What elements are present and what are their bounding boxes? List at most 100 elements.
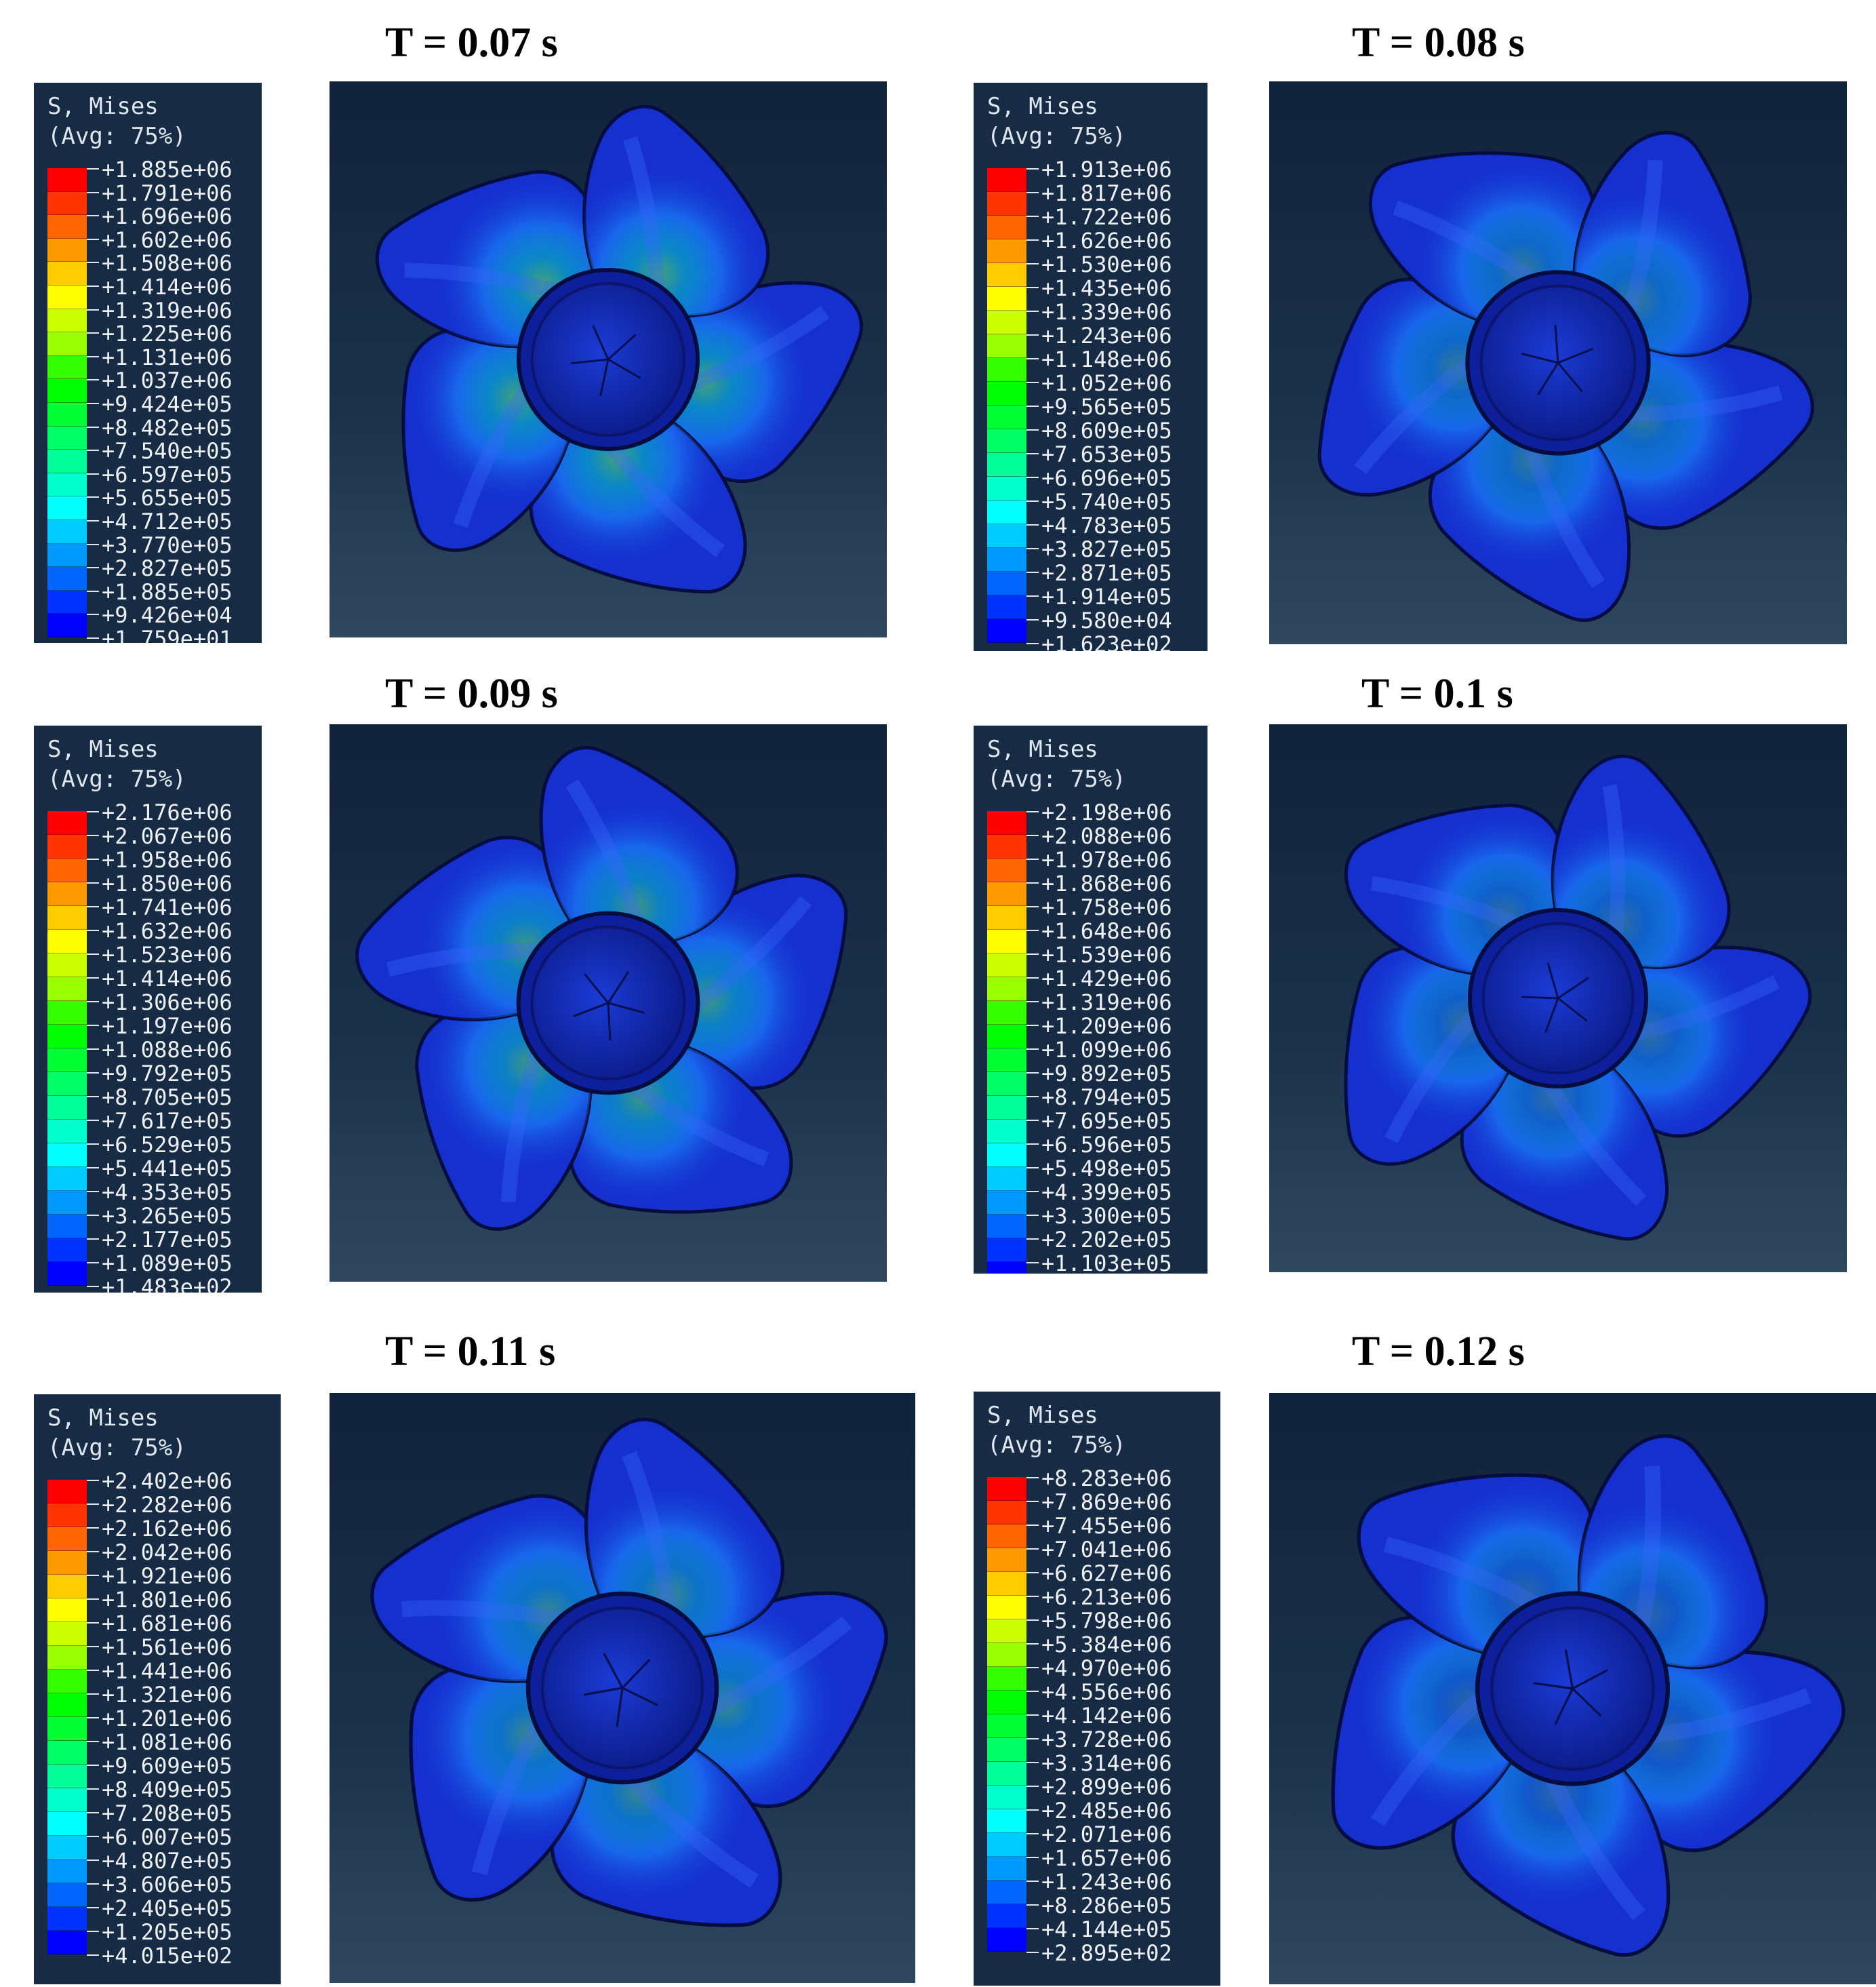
legend-color-band xyxy=(987,263,1026,287)
legend-tick xyxy=(87,1575,99,1576)
propeller xyxy=(1331,1434,1845,1957)
legend-value: +1.435e+06 xyxy=(1041,275,1172,301)
blade-contour-band xyxy=(401,1600,573,1630)
legend-value: +1.801e+06 xyxy=(102,1587,233,1613)
legend-title: S, Mises xyxy=(47,736,159,763)
legend-color-band xyxy=(987,1572,1026,1596)
legend-color-band xyxy=(987,1096,1026,1120)
legend-tick xyxy=(1026,1881,1039,1882)
legend-tick xyxy=(87,1527,99,1529)
legend-value: +1.225e+06 xyxy=(102,321,233,347)
legend-color-band xyxy=(987,977,1026,1001)
legend-tick xyxy=(87,1503,99,1505)
legend-tick xyxy=(87,1025,99,1026)
legend-tick xyxy=(87,906,99,907)
legend-color-band xyxy=(987,1120,1026,1143)
legend-color-band xyxy=(987,1238,1026,1262)
legend-tick xyxy=(1026,1738,1039,1739)
legend-value: +8.283e+06 xyxy=(1041,1465,1172,1491)
legend-value: +4.712e+05 xyxy=(102,509,233,534)
blade-stress-contour xyxy=(1610,947,1810,1137)
legend-color-band xyxy=(47,238,87,262)
frame-title: T = 0.1 s xyxy=(1361,671,1513,717)
legend-color-band xyxy=(987,1643,1026,1667)
legend-color-band xyxy=(987,882,1026,906)
hub-slot xyxy=(607,1002,645,1014)
legend-color-band xyxy=(987,1619,1026,1643)
propeller-stress-plot xyxy=(1269,724,1847,1272)
legend-tick xyxy=(87,1191,99,1192)
blade-contour-band xyxy=(599,434,725,557)
legend-value: +1.914e+05 xyxy=(1041,584,1172,610)
legend-value: +3.265e+05 xyxy=(102,1203,233,1229)
legend-value: +1.321e+06 xyxy=(102,1682,233,1708)
legend-value: +8.409e+05 xyxy=(102,1777,233,1803)
blade-contour-band xyxy=(1602,784,1625,945)
legend-value: +3.300e+05 xyxy=(1041,1203,1172,1229)
legend-tick xyxy=(1026,859,1039,860)
legend-tick xyxy=(87,1931,99,1932)
legend-tick xyxy=(1026,334,1039,336)
legend-value: +7.617e+05 xyxy=(102,1108,233,1134)
legend-color-band xyxy=(47,1860,87,1883)
legend-tick xyxy=(1026,1548,1039,1550)
hub-slot xyxy=(1537,362,1559,396)
legend-value: +1.561e+06 xyxy=(102,1634,233,1660)
propeller-render xyxy=(355,746,848,1231)
legend-tick xyxy=(87,1788,99,1790)
hub-slot xyxy=(621,1659,651,1689)
legend-color-band xyxy=(987,1548,1026,1572)
legend-value: +9.424e+05 xyxy=(102,391,233,417)
legend-tick xyxy=(1026,239,1039,241)
legend-color-band xyxy=(987,453,1026,477)
legend-color-band xyxy=(47,285,87,309)
legend-color-band xyxy=(47,1191,87,1215)
legend-color-band xyxy=(987,572,1026,595)
blade-contour-band xyxy=(1354,351,1483,475)
legend-color-band xyxy=(47,1143,87,1167)
legend-tick xyxy=(87,859,99,860)
legend-value: +7.869e+06 xyxy=(1041,1489,1172,1515)
legend-tick xyxy=(87,286,99,287)
legend-tick xyxy=(87,1143,99,1145)
legend-color-band xyxy=(47,1670,87,1693)
legend-color-band xyxy=(47,1598,87,1622)
blade-contour-band xyxy=(1538,1071,1647,1206)
legend-value: +1.037e+06 xyxy=(102,368,233,394)
frame-title: T = 0.09 s xyxy=(385,671,558,717)
legend-tick xyxy=(1026,1596,1039,1597)
legend-tick xyxy=(1026,500,1039,502)
blade-contour-band xyxy=(565,779,647,932)
stress-legend: S, Mises (Avg: 75%) +1.913e+06 +1.817e+06 +1… xyxy=(974,83,1208,651)
legend-value: +2.405e+05 xyxy=(102,1895,233,1921)
legend-value: +2.827e+05 xyxy=(102,555,233,582)
legend-tick xyxy=(87,1954,99,1956)
blade-contour-band xyxy=(471,1712,551,1876)
legend-color-band xyxy=(47,1527,87,1551)
hub-slot xyxy=(571,358,609,365)
legend-color-band xyxy=(47,450,87,473)
legend-color-band xyxy=(987,1477,1026,1501)
legend-value: +4.353e+05 xyxy=(102,1179,233,1205)
blade-stress-contour xyxy=(677,1593,887,1807)
legend-value: +6.597e+05 xyxy=(102,461,233,488)
legend-value: +1.722e+06 xyxy=(1041,204,1172,230)
legend-tick xyxy=(1026,1048,1039,1050)
legend-tick xyxy=(87,496,99,498)
legend-tick xyxy=(87,637,99,639)
blade-contour-band xyxy=(622,136,665,297)
legend-value: +6.007e+05 xyxy=(102,1824,233,1850)
legend-color-band xyxy=(47,1001,87,1025)
legend-tick xyxy=(1026,1572,1039,1573)
legend-averaging: (Avg: 75%) xyxy=(47,123,186,150)
legend-value: +4.970e+06 xyxy=(1041,1655,1172,1681)
legend-tick xyxy=(87,1215,99,1216)
legend-value: +1.483e+02 xyxy=(102,1274,233,1293)
legend-tick xyxy=(1026,977,1039,979)
legend-value: +1.885e+05 xyxy=(102,578,233,605)
legend-value: +1.243e+06 xyxy=(1041,1869,1172,1895)
legend-tick xyxy=(1026,1025,1039,1026)
propeller-stress-plot xyxy=(330,81,887,637)
hub-slot xyxy=(592,325,610,360)
legend-averaging: (Avg: 75%) xyxy=(47,1434,186,1461)
